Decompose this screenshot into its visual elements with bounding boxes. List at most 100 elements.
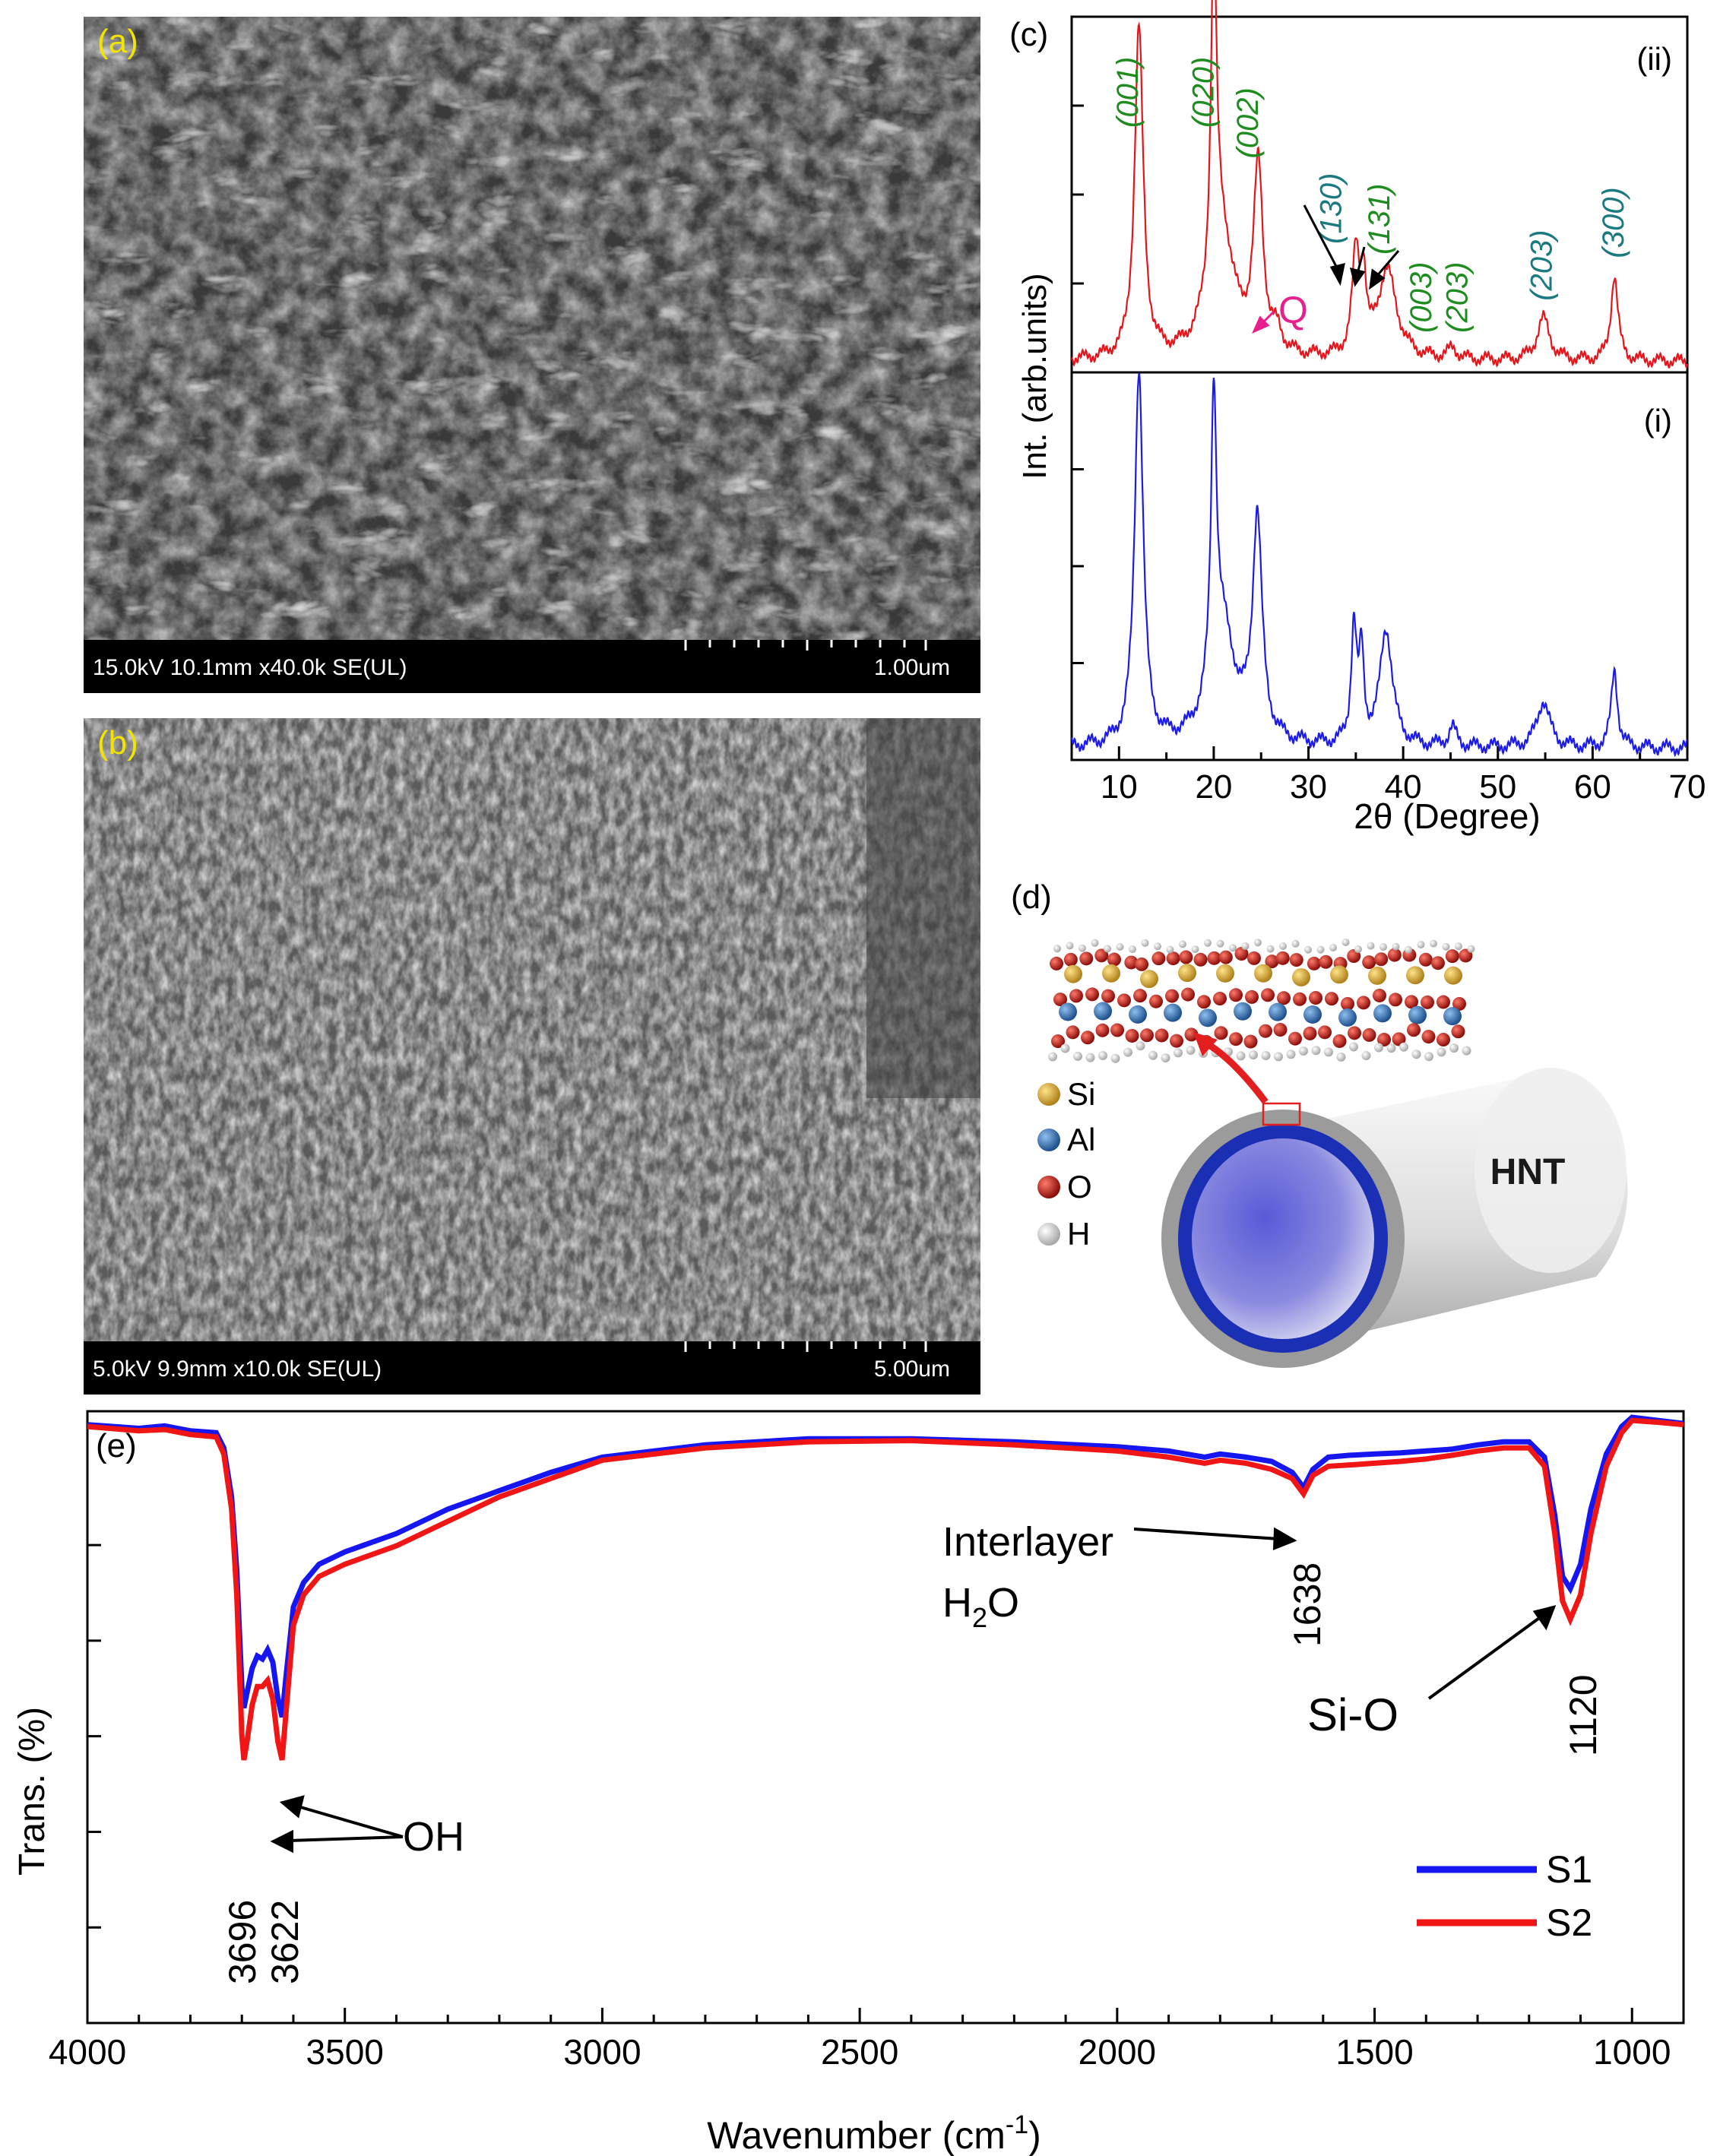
atom-o <box>1125 1028 1139 1043</box>
atom-o <box>1377 1033 1391 1047</box>
atom-h <box>1449 1043 1459 1053</box>
atom-h <box>1154 942 1161 951</box>
atom-o <box>1133 989 1147 1003</box>
atom-h <box>1110 1053 1120 1063</box>
xrd-axes <box>1070 15 1689 761</box>
legend-s2-label: S2 <box>1546 1901 1592 1944</box>
atom-o <box>1193 952 1208 967</box>
ftir-tick-labels: 4000 3500 3000 2500 2000 1500 1000 <box>49 2032 1671 2072</box>
ftir-panel-label: (e) <box>96 1427 137 1464</box>
atom-o <box>1392 1032 1406 1046</box>
atom-o <box>1421 1030 1436 1044</box>
atom-o <box>1151 951 1166 966</box>
atom-o <box>1259 1024 1272 1038</box>
ftir-peak-1120: 1120 <box>1562 1674 1604 1756</box>
atom-o <box>1184 1027 1199 1042</box>
atom-h <box>1361 1050 1371 1060</box>
panel-label-a: (a) <box>97 23 138 60</box>
atom-si <box>1178 964 1196 983</box>
atom-o <box>1452 996 1466 1011</box>
ftir-chart: (e) 4000 3500 3000 2500 2000 1500 1000 OH 3696… <box>12 1410 1685 2156</box>
atom-o <box>1303 1026 1317 1040</box>
atom-o <box>1063 952 1078 967</box>
ftir-peak-3696: 3696 <box>221 1900 264 1984</box>
ftir-xtick-3500: 3500 <box>306 2032 384 2072</box>
atom-o <box>1319 955 1333 969</box>
atom-o <box>1374 952 1389 967</box>
atom-o <box>1243 1034 1258 1049</box>
xrd-line-i <box>1070 372 1688 758</box>
xrd-panel-label: (c) <box>1009 16 1048 53</box>
xrd-xtick-20: 20 <box>1195 768 1232 806</box>
atom-h <box>1367 942 1375 950</box>
atom-h <box>1085 1053 1095 1062</box>
atom-o <box>1050 956 1063 970</box>
ftir-y-axis-label: Trans. (%) <box>12 1707 52 1876</box>
atom-h <box>1354 945 1362 954</box>
legend-si-label: Si <box>1067 1076 1095 1112</box>
atom-h <box>1455 942 1462 951</box>
atom-h <box>1286 1050 1296 1059</box>
ftir-water-label-1: Interlayer <box>942 1519 1113 1565</box>
atom-si <box>1064 964 1082 983</box>
nanotube-icon: HNT <box>1161 1032 1628 1368</box>
xrd-peak-label-5: (003) <box>1405 261 1438 332</box>
sem-micrograph-b <box>84 718 980 1341</box>
atom-o <box>1277 991 1291 1005</box>
atom-o <box>1430 956 1445 970</box>
atom-o <box>1325 992 1338 1006</box>
xrd-xtick-30: 30 <box>1290 768 1327 806</box>
atom-h <box>1374 1043 1383 1053</box>
scale-ticks-a <box>684 640 927 651</box>
atom-o <box>1094 948 1109 963</box>
sem-info-bar-b: 5.0kV 9.9mm x10.0k SE(UL) 5.00um <box>84 1341 980 1395</box>
atom-o <box>1293 992 1307 1006</box>
atom-o <box>1307 956 1321 970</box>
structure-panel-label: (d) <box>1011 879 1052 916</box>
atom-si <box>1330 965 1348 984</box>
atom-o <box>1166 951 1180 966</box>
ftir-xtick-1500: 1500 <box>1335 2032 1413 2072</box>
xrd-peak-label-0: (001) <box>1111 57 1145 128</box>
xrd-peak-label-4: (131) <box>1363 184 1396 255</box>
xrd-chart: (c) (ii) (i) 10 20 30 40 50 60 70 (001) (020) (0… <box>1009 0 1706 836</box>
atom-o <box>1407 1023 1421 1037</box>
atom-h <box>1091 939 1099 947</box>
atom-h <box>1417 941 1425 949</box>
ftir-water-h: H <box>942 1580 972 1626</box>
atom-o <box>1421 995 1434 1009</box>
atom-o <box>1229 988 1243 1002</box>
atom-o <box>1348 1026 1361 1040</box>
xrd-peak-label-1: (020) <box>1186 57 1220 128</box>
legend-al-icon <box>1037 1129 1060 1151</box>
atom-o <box>1275 951 1290 965</box>
ftir-xlabel-sup: -1 <box>1006 2110 1028 2139</box>
atom-o <box>1418 952 1433 967</box>
atom-al <box>1199 1008 1217 1027</box>
atom-o <box>1288 1031 1302 1046</box>
xrd-xtick-50: 50 <box>1479 768 1516 806</box>
atom-o <box>1053 993 1067 1007</box>
atom-h <box>1249 1050 1258 1060</box>
atom-h <box>1060 1043 1070 1053</box>
atom-h <box>1191 945 1199 954</box>
atom-o <box>1214 1026 1228 1040</box>
atom-o <box>1389 993 1402 1007</box>
xrd-peak-label-2: (002) <box>1231 87 1265 158</box>
atom-o <box>1124 955 1139 970</box>
atom-h <box>1430 939 1437 948</box>
ftir-x-axis-label: Wavenumber (cm-1) <box>707 2110 1041 2156</box>
atom-o <box>1273 1023 1288 1037</box>
legend-al-label: Al <box>1067 1122 1095 1157</box>
atom-h <box>1399 1042 1408 1052</box>
atom-h <box>1048 1052 1057 1062</box>
atom-h <box>1161 1053 1170 1063</box>
sem-micrograph-a <box>84 17 980 640</box>
xrd-xtick-60: 60 <box>1574 768 1611 806</box>
xrd-y-axis-label: Int. (arb.units) <box>1016 273 1053 479</box>
atom-h <box>1299 1046 1308 1056</box>
atom-al <box>1408 1005 1427 1024</box>
atom-o <box>1117 993 1131 1008</box>
atom-h <box>1148 1050 1158 1060</box>
atom-al <box>1338 1008 1357 1027</box>
